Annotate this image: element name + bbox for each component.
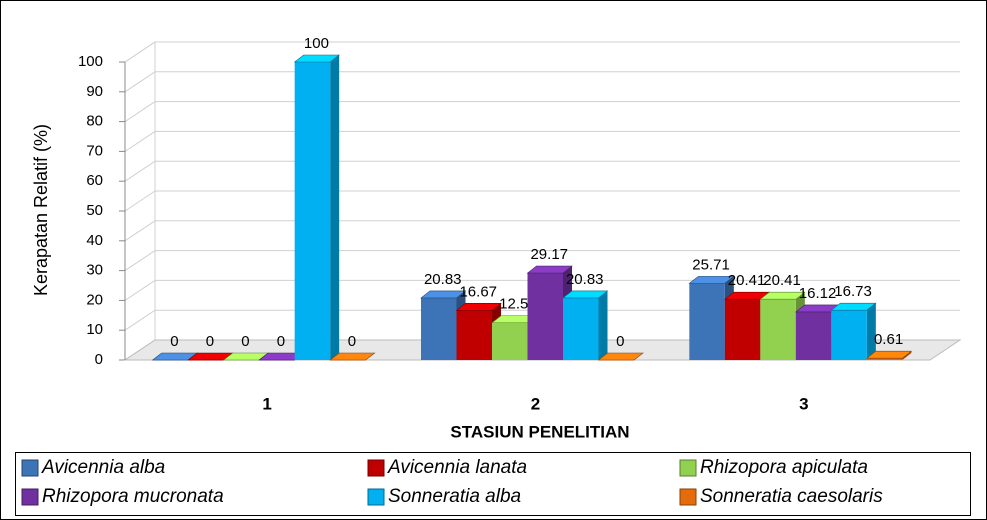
legend-swatch [679, 459, 697, 477]
bar-top [597, 352, 644, 361]
bar-top [759, 291, 806, 300]
legend-box [15, 452, 971, 516]
grid-line [124, 41, 156, 63]
bar-front [492, 322, 528, 360]
bar-front [421, 297, 457, 360]
value-label: 16.12 [799, 285, 837, 302]
legend-label: Rhizopora mucronata [42, 486, 224, 507]
bar-top [688, 276, 735, 284]
legend-swatch [21, 488, 39, 506]
legend-label: Sonneratia alba [388, 486, 521, 507]
bar-side [866, 303, 876, 360]
bar-front [456, 310, 492, 360]
value-label: 20.83 [566, 271, 604, 288]
legend-label: Avicennia lanata [387, 457, 527, 478]
grid-line [124, 279, 156, 301]
bar-front [795, 311, 832, 360]
x-axis-title: STASIUN PENELITIAN [450, 422, 629, 441]
y-tick-label: 0 [95, 351, 103, 368]
bar [597, 352, 644, 361]
legend-label: Sonneratia caesolaris [700, 486, 883, 507]
grid-line [124, 220, 156, 242]
bar-top [420, 290, 467, 299]
grid-line [124, 71, 156, 93]
value-label: 16.73 [834, 283, 872, 300]
bar [526, 265, 573, 360]
bar-side [598, 290, 608, 360]
x-tick-label: 2 [531, 394, 540, 413]
value-label: 0 [277, 333, 285, 350]
grid-line [124, 130, 156, 152]
bar-front [760, 299, 796, 360]
bar [865, 350, 913, 360]
y-tick-label: 20 [86, 291, 103, 308]
y-tick-label: 100 [78, 53, 103, 70]
legend-swatch [679, 488, 697, 506]
x-tick-label: 3 [799, 394, 808, 413]
value-label: 0 [616, 333, 624, 350]
y-tick-label: 70 [86, 142, 103, 159]
bar [293, 54, 341, 360]
value-label: 100 [304, 35, 329, 52]
grid-line [124, 309, 156, 331]
y-axis-title: Kerapatan Relatif (%) [31, 124, 51, 296]
value-label: 29.17 [530, 246, 568, 263]
grid-line [124, 101, 156, 123]
bar [329, 352, 376, 361]
y-tick-label: 30 [86, 262, 103, 279]
bar-top [562, 290, 609, 299]
grid-line [124, 160, 156, 182]
bar-front [563, 297, 599, 360]
bar-side [902, 351, 912, 360]
value-label: 0.61 [874, 331, 903, 348]
bar [562, 290, 609, 360]
bar-top [293, 54, 341, 63]
y-tick-label: 50 [86, 202, 103, 219]
value-label: 20.41 [763, 272, 801, 289]
legend-swatch [367, 488, 385, 506]
bar-front [294, 62, 331, 360]
grid-line [124, 250, 156, 272]
x-tick-label: 1 [262, 394, 271, 413]
y-tick-label: 90 [86, 83, 103, 100]
bar-front [831, 310, 867, 360]
value-label: 20.83 [424, 271, 462, 288]
y-tick-label: 40 [86, 232, 103, 249]
bar-side [330, 55, 340, 360]
y-tick-label: 80 [86, 113, 103, 130]
bar-top [865, 350, 913, 359]
value-label: 12.5 [499, 296, 528, 313]
y-tick-label: 60 [86, 172, 103, 189]
legend-label: Avicennia alba [41, 457, 165, 478]
legend-swatch [21, 459, 39, 477]
bar-front [527, 273, 563, 360]
bar-top [455, 303, 502, 311]
value-label: 0 [206, 333, 214, 350]
grid-line [124, 190, 156, 212]
bar-front [689, 283, 725, 360]
value-label: 0 [170, 333, 178, 350]
bar-top [329, 352, 376, 361]
bar-top [526, 265, 573, 274]
bar-front [866, 358, 903, 360]
legend-label: Rhizopora apiculata [700, 457, 868, 478]
bar [830, 302, 877, 360]
legend-swatch [367, 459, 385, 477]
bar-front [724, 299, 761, 360]
value-label: 25.71 [692, 256, 730, 273]
value-label: 16.67 [459, 283, 497, 300]
value-label: 0 [241, 333, 249, 350]
y-tick-label: 10 [86, 321, 103, 338]
value-label: 20.41 [728, 272, 766, 289]
bar-top [830, 302, 877, 311]
value-label: 0 [348, 333, 356, 350]
